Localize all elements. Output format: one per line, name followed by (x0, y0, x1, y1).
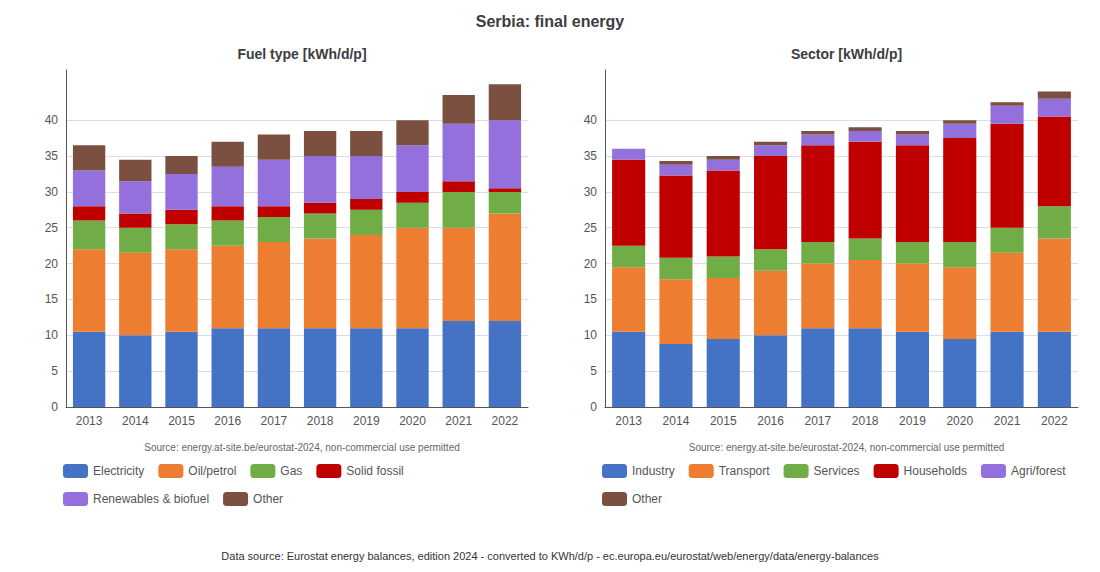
svg-text:20: 20 (45, 257, 59, 271)
svg-text:Industry: Industry (632, 464, 675, 478)
svg-text:2022: 2022 (1041, 414, 1068, 428)
svg-text:Oil/petrol: Oil/petrol (188, 464, 236, 478)
svg-text:Fuel type [kWh/d/p]: Fuel type [kWh/d/p] (237, 46, 366, 62)
svg-text:25: 25 (584, 221, 598, 235)
svg-text:Gas: Gas (280, 464, 302, 478)
svg-text:30: 30 (45, 185, 59, 199)
svg-text:2014: 2014 (663, 414, 690, 428)
svg-text:Other: Other (253, 492, 283, 506)
svg-text:10: 10 (584, 328, 598, 342)
svg-text:2022: 2022 (492, 414, 519, 428)
svg-text:2013: 2013 (76, 414, 103, 428)
svg-text:2013: 2013 (615, 414, 642, 428)
svg-text:35: 35 (584, 149, 598, 163)
svg-text:2015: 2015 (710, 414, 737, 428)
svg-text:Transport: Transport (719, 464, 771, 478)
svg-text:2021: 2021 (994, 414, 1021, 428)
svg-text:Agri/forest: Agri/forest (1011, 464, 1066, 478)
svg-text:2019: 2019 (899, 414, 926, 428)
svg-text:Sector [kWh/d/p]: Sector [kWh/d/p] (791, 46, 902, 62)
svg-text:Solid fossil: Solid fossil (346, 464, 403, 478)
svg-text:30: 30 (584, 185, 598, 199)
svg-text:Households: Households (904, 464, 967, 478)
svg-text:0: 0 (590, 400, 597, 414)
svg-text:Source: energy.at-site.be/euro: Source: energy.at-site.be/eurostat-2024,… (689, 442, 1005, 453)
svg-text:40: 40 (45, 113, 59, 127)
svg-text:Renewables & biofuel: Renewables & biofuel (93, 492, 209, 506)
svg-text:2015: 2015 (168, 414, 195, 428)
svg-text:Data source: Eurostat energy b: Data source: Eurostat energy balances, e… (221, 550, 879, 562)
svg-text:15: 15 (584, 292, 598, 306)
svg-text:2016: 2016 (214, 414, 241, 428)
svg-text:5: 5 (590, 364, 597, 378)
svg-text:2018: 2018 (852, 414, 879, 428)
svg-text:15: 15 (45, 292, 59, 306)
svg-text:5: 5 (51, 364, 58, 378)
svg-text:Source: energy.at-site.be/euro: Source: energy.at-site.be/eurostat-2024,… (144, 442, 460, 453)
svg-text:0: 0 (51, 400, 58, 414)
svg-text:40: 40 (584, 113, 598, 127)
svg-text:2016: 2016 (757, 414, 784, 428)
svg-text:2014: 2014 (122, 414, 149, 428)
svg-text:2021: 2021 (445, 414, 472, 428)
svg-text:25: 25 (45, 221, 59, 235)
svg-text:Services: Services (814, 464, 860, 478)
svg-text:2020: 2020 (399, 414, 426, 428)
svg-text:Electricity: Electricity (93, 464, 144, 478)
svg-text:Serbia: final energy: Serbia: final energy (476, 13, 625, 30)
svg-text:2017: 2017 (804, 414, 831, 428)
svg-text:2018: 2018 (307, 414, 334, 428)
svg-text:20: 20 (584, 257, 598, 271)
svg-text:35: 35 (45, 149, 59, 163)
svg-text:Other: Other (632, 492, 662, 506)
svg-text:2017: 2017 (261, 414, 288, 428)
svg-text:2019: 2019 (353, 414, 380, 428)
svg-text:10: 10 (45, 328, 59, 342)
svg-text:2020: 2020 (946, 414, 973, 428)
